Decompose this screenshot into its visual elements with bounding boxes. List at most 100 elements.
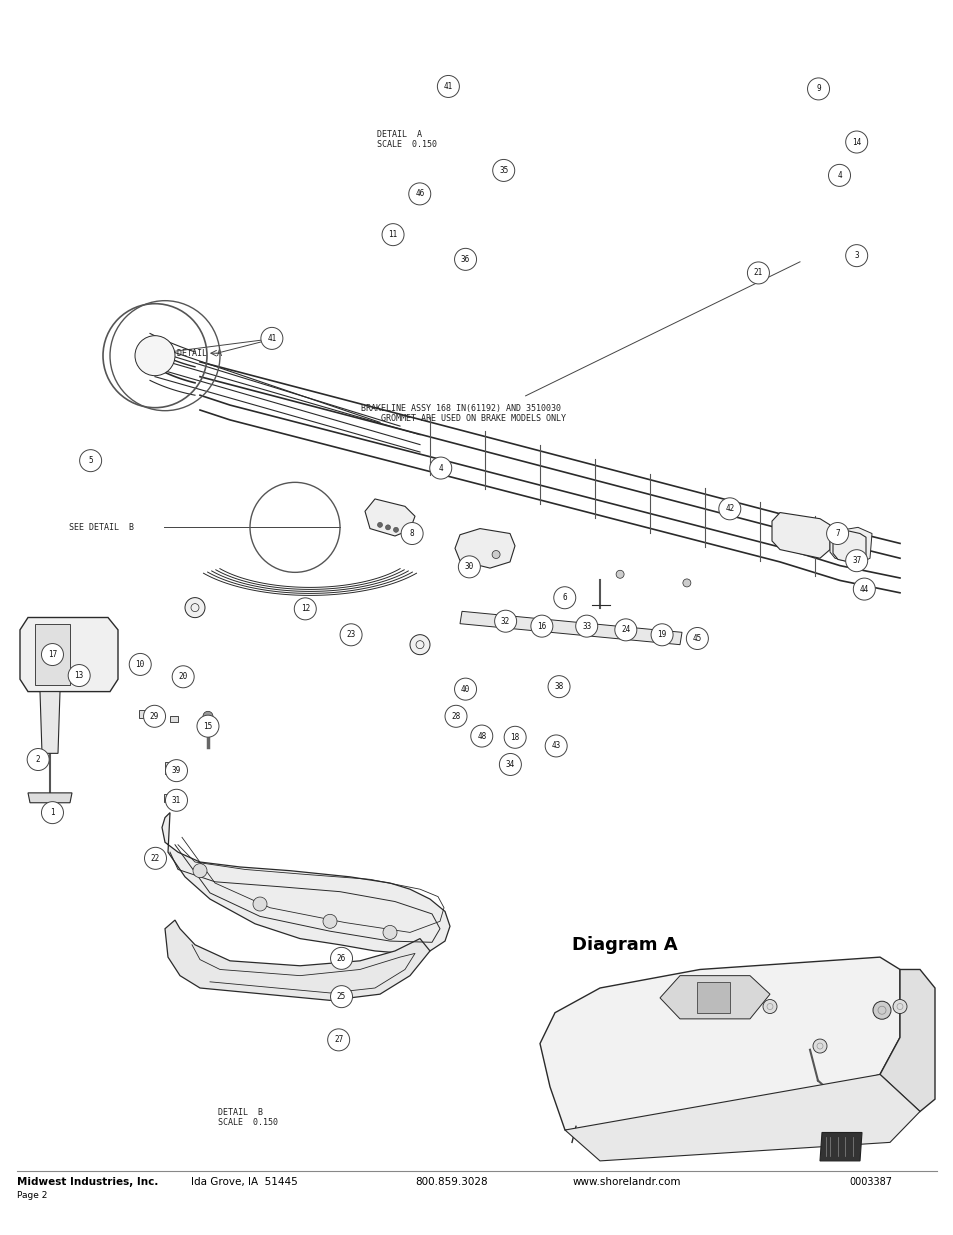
Bar — [139, 710, 156, 718]
Text: Midwest Industries, Inc.: Midwest Industries, Inc. — [17, 1177, 158, 1187]
Circle shape — [844, 131, 867, 153]
Circle shape — [812, 1039, 826, 1053]
Polygon shape — [659, 976, 769, 1019]
Circle shape — [196, 715, 219, 737]
Text: Diagram A: Diagram A — [572, 936, 677, 953]
Circle shape — [135, 336, 174, 375]
Text: 39: 39 — [172, 766, 181, 776]
Circle shape — [172, 666, 194, 688]
Text: 15: 15 — [203, 721, 213, 731]
Text: 29: 29 — [150, 711, 159, 721]
Circle shape — [650, 624, 673, 646]
Circle shape — [323, 914, 336, 929]
Circle shape — [825, 522, 848, 545]
Circle shape — [41, 802, 64, 824]
Text: 46: 46 — [415, 189, 424, 199]
Circle shape — [498, 753, 521, 776]
Polygon shape — [40, 692, 60, 753]
Circle shape — [852, 578, 875, 600]
Text: 23: 23 — [346, 630, 355, 640]
Circle shape — [393, 527, 398, 532]
Text: 44: 44 — [859, 584, 868, 594]
Circle shape — [253, 897, 267, 911]
Text: 27: 27 — [334, 1035, 343, 1045]
Text: 8: 8 — [410, 529, 414, 538]
Text: 41: 41 — [443, 82, 453, 91]
Polygon shape — [539, 957, 899, 1136]
Circle shape — [79, 450, 102, 472]
Text: 38: 38 — [554, 682, 563, 692]
Polygon shape — [365, 499, 415, 536]
Circle shape — [144, 847, 167, 869]
Circle shape — [553, 587, 576, 609]
Circle shape — [260, 327, 283, 350]
Circle shape — [892, 999, 906, 1014]
Circle shape — [385, 525, 390, 530]
Circle shape — [470, 725, 493, 747]
Bar — [165, 762, 174, 774]
Text: 37: 37 — [851, 556, 861, 566]
Text: 40: 40 — [460, 684, 470, 694]
Polygon shape — [20, 618, 118, 692]
Circle shape — [165, 760, 188, 782]
Circle shape — [330, 986, 353, 1008]
Text: 17: 17 — [48, 650, 57, 659]
Text: 13: 13 — [74, 671, 84, 680]
Polygon shape — [28, 793, 71, 803]
Text: 25: 25 — [336, 992, 346, 1002]
Text: SEE DETAIL  B: SEE DETAIL B — [69, 522, 133, 532]
Circle shape — [165, 789, 188, 811]
Polygon shape — [165, 920, 430, 1000]
Text: 3: 3 — [854, 251, 858, 261]
Bar — [164, 794, 175, 802]
Text: 41: 41 — [267, 333, 276, 343]
Text: 19: 19 — [657, 630, 666, 640]
Text: www.shorelandr.com: www.shorelandr.com — [572, 1177, 680, 1187]
Circle shape — [872, 1002, 890, 1019]
Circle shape — [616, 571, 623, 578]
Polygon shape — [829, 527, 871, 564]
Text: Page 2: Page 2 — [17, 1191, 48, 1199]
Text: 32: 32 — [500, 616, 510, 626]
Polygon shape — [35, 624, 70, 685]
Circle shape — [203, 711, 213, 721]
Circle shape — [492, 551, 499, 558]
Text: 22: 22 — [151, 853, 160, 863]
Text: 7: 7 — [835, 529, 839, 538]
Text: Ida Grove, IA  51445: Ida Grove, IA 51445 — [191, 1177, 297, 1187]
Text: 35: 35 — [498, 165, 508, 175]
Text: 24: 24 — [620, 625, 630, 635]
Circle shape — [575, 615, 598, 637]
Text: 14: 14 — [851, 137, 861, 147]
Circle shape — [614, 619, 637, 641]
Text: 800.859.3028: 800.859.3028 — [415, 1177, 487, 1187]
Circle shape — [143, 705, 166, 727]
Circle shape — [762, 999, 776, 1014]
Text: 31: 31 — [172, 795, 181, 805]
Circle shape — [294, 598, 316, 620]
Circle shape — [685, 627, 708, 650]
Circle shape — [454, 248, 476, 270]
Polygon shape — [564, 1074, 919, 1161]
Text: 43: 43 — [551, 741, 560, 751]
Text: 1: 1 — [51, 808, 54, 818]
Circle shape — [400, 522, 423, 545]
Polygon shape — [771, 513, 829, 558]
Text: 30: 30 — [464, 562, 474, 572]
Circle shape — [436, 75, 459, 98]
Text: 45: 45 — [692, 634, 701, 643]
Polygon shape — [879, 969, 934, 1112]
Text: 4: 4 — [438, 463, 442, 473]
Circle shape — [547, 676, 570, 698]
Circle shape — [746, 262, 769, 284]
Polygon shape — [459, 611, 681, 645]
Text: 18: 18 — [510, 732, 519, 742]
Circle shape — [27, 748, 50, 771]
Text: 26: 26 — [336, 953, 346, 963]
Polygon shape — [455, 529, 515, 568]
Text: 16: 16 — [537, 621, 546, 631]
Circle shape — [68, 664, 91, 687]
Circle shape — [377, 522, 382, 527]
Text: 48: 48 — [476, 731, 486, 741]
Text: 12: 12 — [300, 604, 310, 614]
